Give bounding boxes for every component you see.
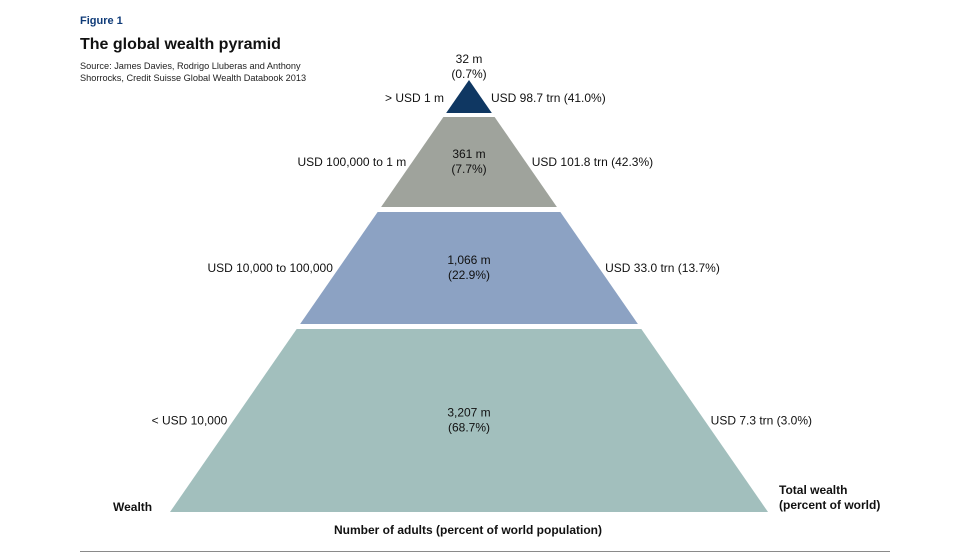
tier-total-wealth-label: USD 101.8 trn (42.3%) <box>532 155 653 169</box>
tier-adults-share-label: (0.7%) <box>451 67 486 81</box>
tier-adults-label: 361 m <box>452 147 485 161</box>
tier-adults-label: 1,066 m <box>447 253 490 267</box>
pyramid-tier <box>170 329 768 512</box>
tier-adults-label: 3,207 m <box>447 406 490 420</box>
pyramid-tier <box>381 117 557 207</box>
right-axis-label-line: Total wealth <box>779 483 848 497</box>
chart-title: The global wealth pyramid <box>80 36 281 53</box>
tier-wealth-range-label: < USD 10,000 <box>152 414 228 428</box>
tier-adults-share-label: (22.9%) <box>448 268 490 282</box>
source-note: Source: James Davies, Rodrigo Lluberas a… <box>80 61 307 83</box>
pyramid-tier <box>300 212 638 324</box>
tier-adults-share-label: (7.7%) <box>451 162 486 176</box>
figure-number: Figure 1 <box>80 15 123 27</box>
tier-adults-share-label: (68.7%) <box>448 421 490 435</box>
tier-wealth-range-label: USD 100,000 to 1 m <box>298 155 407 169</box>
left-axis-label: Wealth <box>113 500 153 514</box>
tier-total-wealth-label: USD 98.7 trn (41.0%) <box>491 91 606 105</box>
x-axis-label: Number of adults (percent of world popul… <box>334 523 602 537</box>
right-axis-label-text: Total wealth (percent of world) <box>779 483 880 513</box>
tier-wealth-range-label: USD 10,000 to 100,000 <box>207 261 333 275</box>
tier-adults-label: 32 m <box>456 52 483 66</box>
figure-header: Figure 1 The global wealth pyramid Sourc… <box>80 14 310 84</box>
tier-total-wealth-label: USD 33.0 trn (13.7%) <box>605 261 720 275</box>
right-axis-label-line: (percent of world) <box>779 498 881 512</box>
tier-wealth-range-label: > USD 1 m <box>385 91 444 105</box>
right-axis-label: Total wealth (percent of world) <box>779 483 880 513</box>
pyramid-tier <box>446 80 492 113</box>
tier-total-wealth-label: USD 7.3 trn (3.0%) <box>711 414 812 428</box>
bottom-rule <box>80 551 890 552</box>
